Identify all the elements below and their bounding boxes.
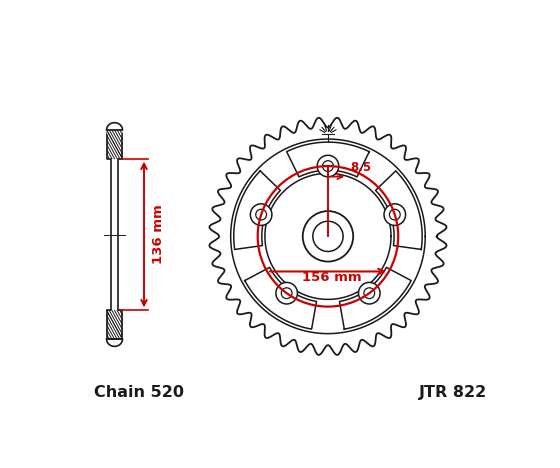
Circle shape <box>317 155 339 177</box>
Ellipse shape <box>106 123 123 137</box>
Text: Chain 520: Chain 520 <box>95 385 184 400</box>
Text: 8.5: 8.5 <box>351 161 371 174</box>
Polygon shape <box>106 130 123 339</box>
Polygon shape <box>376 171 422 249</box>
Polygon shape <box>287 142 369 177</box>
Text: 156 mm: 156 mm <box>302 271 362 284</box>
Text: JTR 822: JTR 822 <box>419 385 487 400</box>
Circle shape <box>384 204 405 226</box>
Text: 136 mm: 136 mm <box>152 205 165 264</box>
Circle shape <box>250 204 272 226</box>
Polygon shape <box>339 267 411 329</box>
Circle shape <box>276 282 297 304</box>
Circle shape <box>358 282 380 304</box>
Polygon shape <box>245 267 316 329</box>
Circle shape <box>313 221 343 251</box>
Polygon shape <box>234 171 281 249</box>
Circle shape <box>303 211 353 262</box>
